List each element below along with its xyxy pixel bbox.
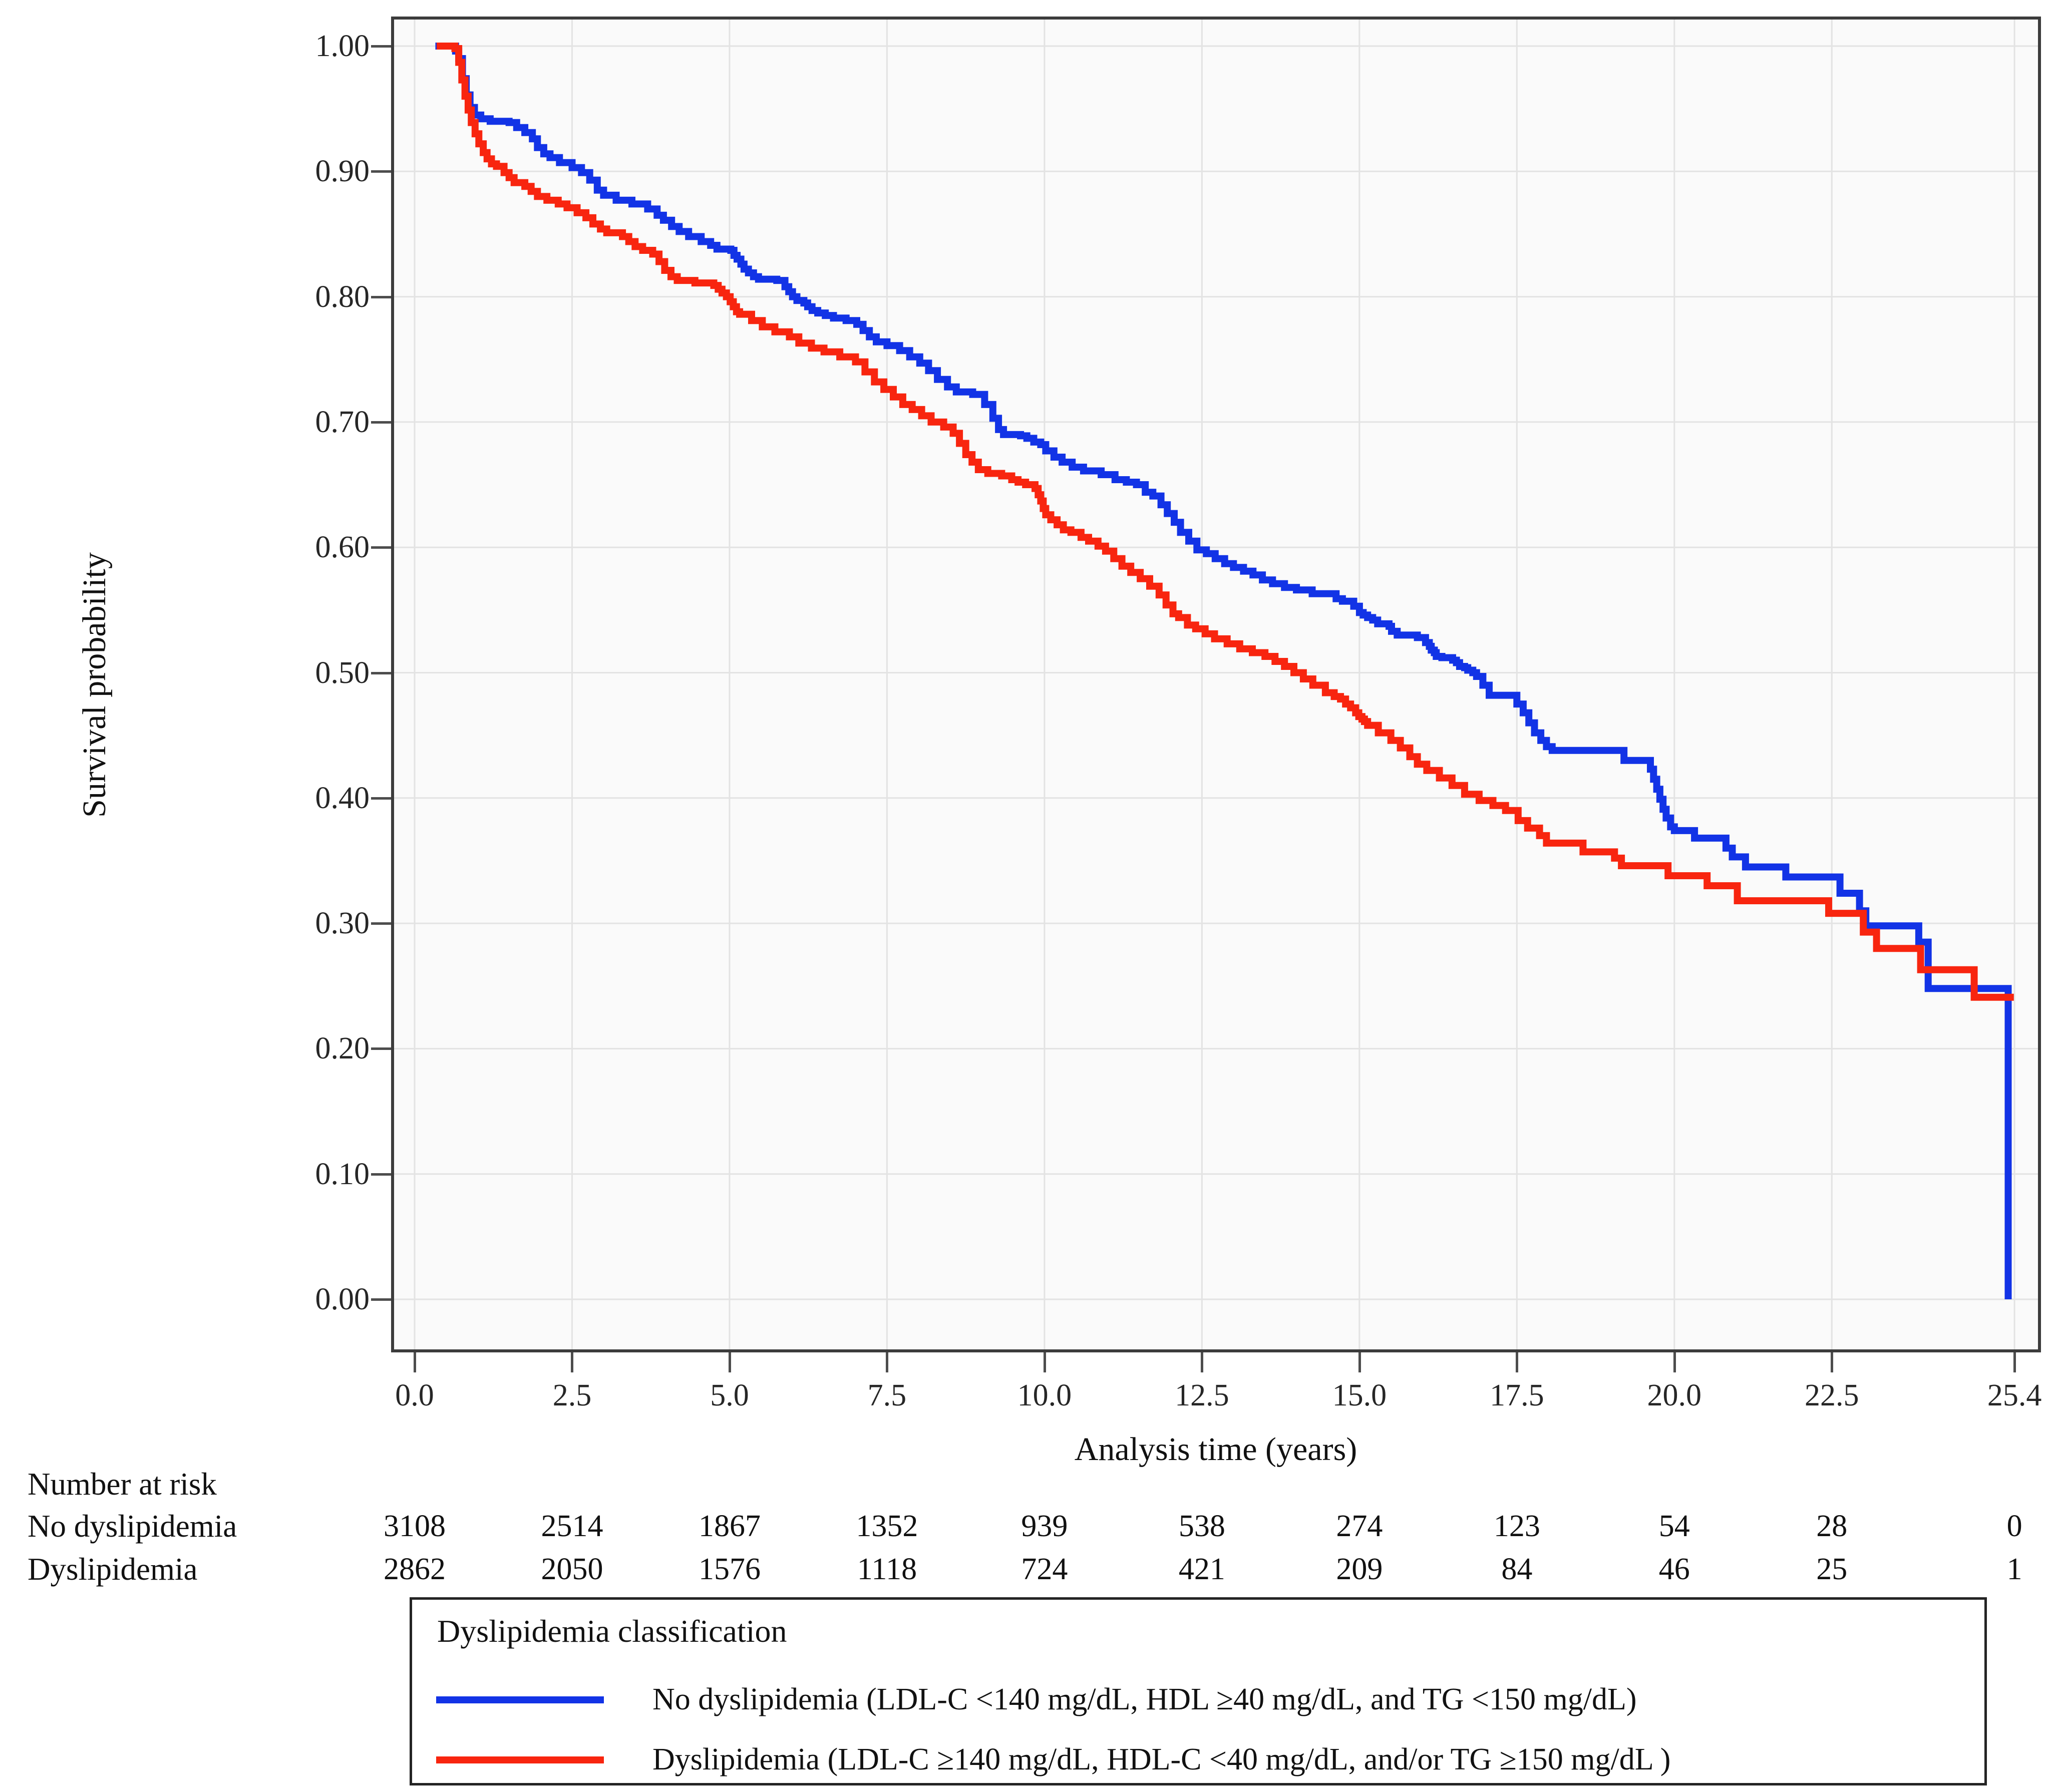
y-tick-mark [371,45,391,48]
risk-table-title: Number at risk [28,1467,217,1502]
x-tick-label: 25.4 [1987,1378,2042,1412]
y-tick-label: 0.60 [315,530,370,565]
y-tick-label: 1.00 [315,29,370,63]
risk-count: 1118 [857,1552,917,1586]
survival-curve-dyslipidemia [437,43,2014,1001]
risk-count: 28 [1816,1509,1848,1543]
plot-border [391,17,2041,1352]
plot-area [391,17,2041,1352]
risk-count: 3108 [384,1509,446,1543]
risk-count: 2050 [541,1552,603,1586]
x-tick-label: 20.0 [1647,1378,1702,1412]
risk-count: 54 [1658,1509,1690,1543]
risk-count: 84 [1501,1552,1533,1586]
x-tick-mark [1516,1352,1519,1372]
risk-count: 1352 [856,1509,918,1543]
y-tick-mark [371,1298,391,1301]
y-tick-mark [371,1047,391,1050]
y-tick-label: 0.30 [315,906,370,941]
legend-line-sample [436,1696,604,1703]
legend-entry-label: Dyslipidemia (LDL-C ≥140 mg/dL, HDL-C <4… [652,1742,1671,1776]
x-tick-label: 22.5 [1805,1378,1859,1412]
x-tick-mark [414,1352,416,1372]
legend-entry-label: No dyslipidemia (LDL-C <140 mg/dL, HDL ≥… [652,1682,1637,1716]
x-tick-label: 17.5 [1490,1378,1544,1412]
x-tick-mark [1831,1352,1834,1372]
risk-count: 421 [1178,1552,1225,1586]
y-tick-label: 0.00 [315,1282,370,1316]
survival-plot-svg [391,17,2041,1352]
x-tick-label: 2.5 [552,1378,592,1412]
y-tick-mark [371,170,391,173]
y-tick-label: 0.70 [315,405,370,439]
y-tick-label: 0.90 [315,154,370,189]
risk-count: 538 [1178,1509,1225,1543]
x-tick-mark [571,1352,574,1372]
x-tick-label: 10.0 [1017,1378,1072,1412]
y-tick-mark [371,922,391,925]
y-tick-label: 0.80 [315,279,370,314]
risk-row-label: No dyslipidemia [28,1509,237,1544]
x-tick-mark [1201,1352,1204,1372]
risk-count: 724 [1021,1552,1068,1586]
x-tick-mark [1673,1352,1676,1372]
risk-count: 209 [1336,1552,1383,1586]
risk-count: 274 [1336,1509,1383,1543]
y-tick-label: 0.20 [315,1031,370,1066]
survival-curve-no-dyslipidemia [435,43,2012,1299]
risk-count: 46 [1658,1552,1690,1586]
risk-count: 1867 [698,1509,761,1543]
risk-count: 123 [1493,1509,1540,1543]
x-tick-label: 5.0 [710,1378,749,1412]
x-axis-title: Analysis time (years) [1074,1431,1357,1468]
x-tick-mark [1358,1352,1361,1372]
y-tick-mark [371,671,391,674]
x-tick-label: 15.0 [1332,1378,1387,1412]
risk-count: 2862 [384,1552,446,1586]
x-tick-mark [1043,1352,1046,1372]
x-tick-mark [728,1352,731,1372]
legend-box: Dyslipidemia classification No dyslipide… [410,1597,1987,1785]
y-tick-label: 0.10 [315,1157,370,1191]
x-tick-label: 12.5 [1175,1378,1229,1412]
y-tick-mark [371,1173,391,1176]
risk-count: 939 [1021,1509,1068,1543]
y-tick-label: 0.50 [315,655,370,690]
legend-line-sample [436,1756,604,1763]
y-tick-mark [371,546,391,549]
risk-count: 1576 [698,1552,761,1586]
y-tick-label: 0.40 [315,781,370,815]
x-tick-mark [886,1352,889,1372]
y-tick-mark [371,797,391,800]
risk-count: 0 [2006,1509,2022,1543]
risk-count: 1 [2006,1552,2022,1586]
x-tick-label: 7.5 [867,1378,907,1412]
risk-count: 25 [1816,1552,1848,1586]
x-tick-label: 0.0 [395,1378,434,1412]
x-tick-mark [2013,1352,2016,1372]
risk-count: 2514 [541,1509,603,1543]
legend-title: Dyslipidemia classification [437,1613,787,1649]
risk-row-label: Dyslipidemia [28,1552,198,1587]
plot-background [391,17,2041,1352]
y-tick-mark [371,295,391,298]
y-tick-mark [371,421,391,424]
